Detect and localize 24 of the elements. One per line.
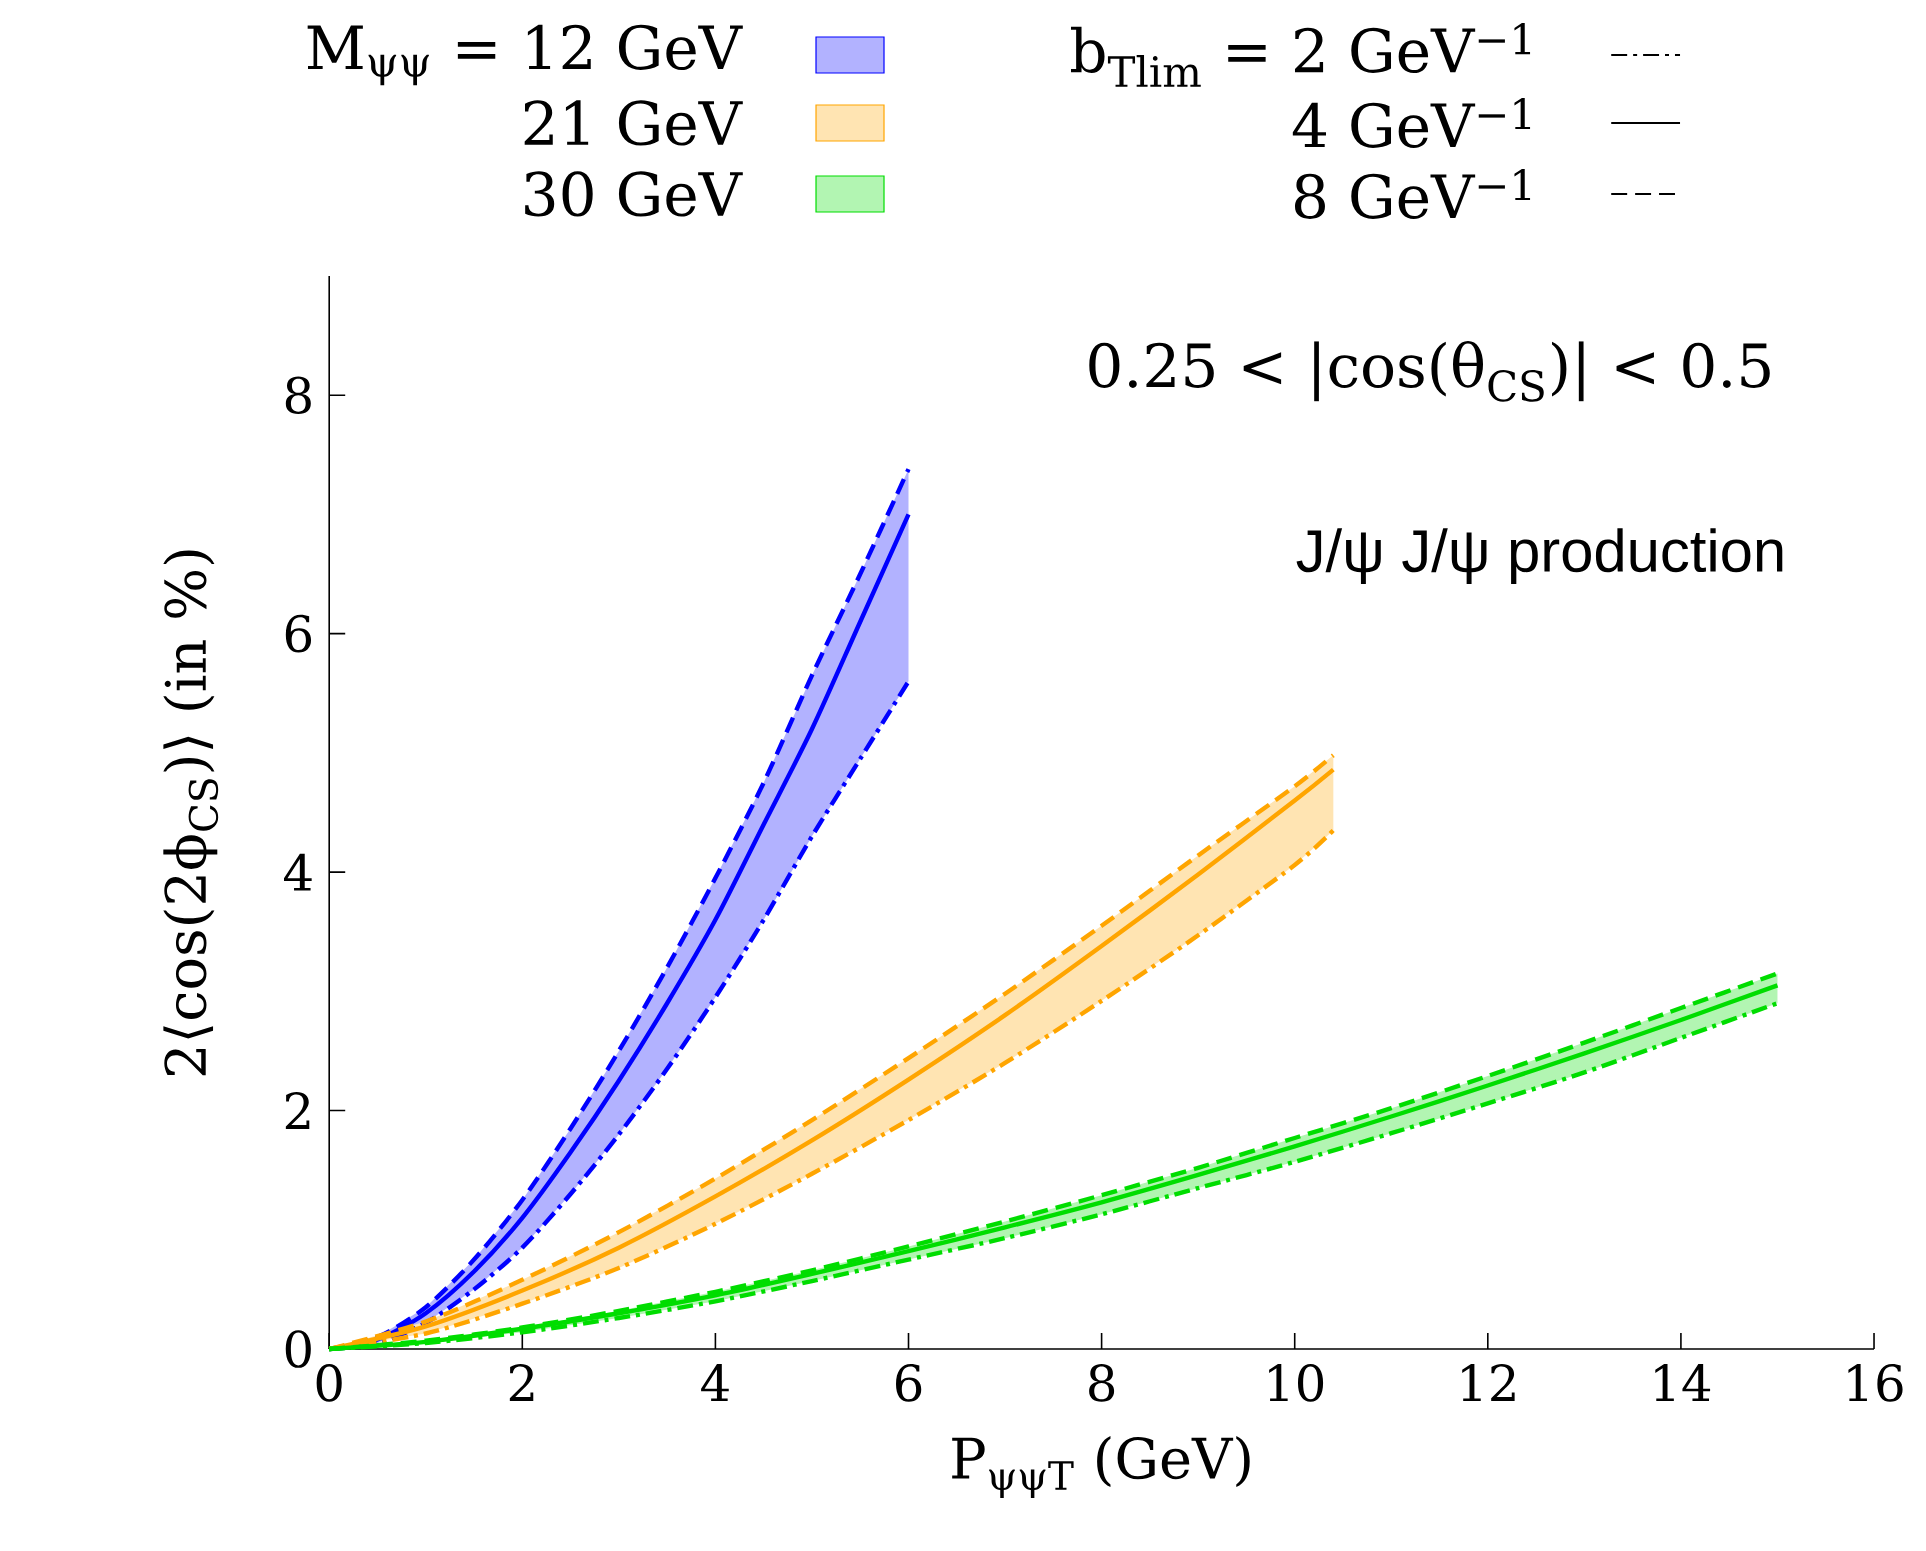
x-tick-label: 8 [1089,1364,1115,1402]
y-tick-label: 8 [285,376,311,415]
text: 8 GeV$^{−1}$ [1294,169,1531,219]
x-tick-label: 10 [1269,1364,1324,1402]
x-tick-label: 12 [1462,1364,1515,1402]
x-tick-label: 2 [509,1364,534,1402]
annotation: 0.25 < |cos(θ$_{CS}$)| < 0.5 [1089,341,1770,402]
text: 4 GeV$^{−1}$ [1292,98,1531,148]
legend-label: 30 GeV [525,171,743,217]
y-axis-title: 2⟨cos(2ϕ$_{CS}$)⟩ (in %) [163,550,219,1076]
x-axis-title: P$_{ψψT}$ (GeV) [952,1436,1250,1498]
x-tick-label: 6 [896,1364,922,1402]
text: b$_{Tlim}$ = 2 GeV$^{−1}$ [1070,23,1531,87]
x-tick-label: 4 [701,1364,729,1402]
y-tick-label: 4 [284,853,312,891]
x-tick-label: 0 [316,1364,342,1402]
x-tick-label: 16 [1848,1364,1903,1402]
legend-label: 21 GeV [524,100,743,146]
y-tick-label: 6 [285,614,312,653]
x-tick-label: 14 [1655,1364,1711,1402]
y-tick-label: 0 [285,1330,311,1368]
y-tick-label: 2 [285,1092,310,1130]
legend-label: M$_{ψψ}$ = 12 GeV [307,24,743,86]
annotation: J/ψ J/ψ production [1296,528,1783,585]
